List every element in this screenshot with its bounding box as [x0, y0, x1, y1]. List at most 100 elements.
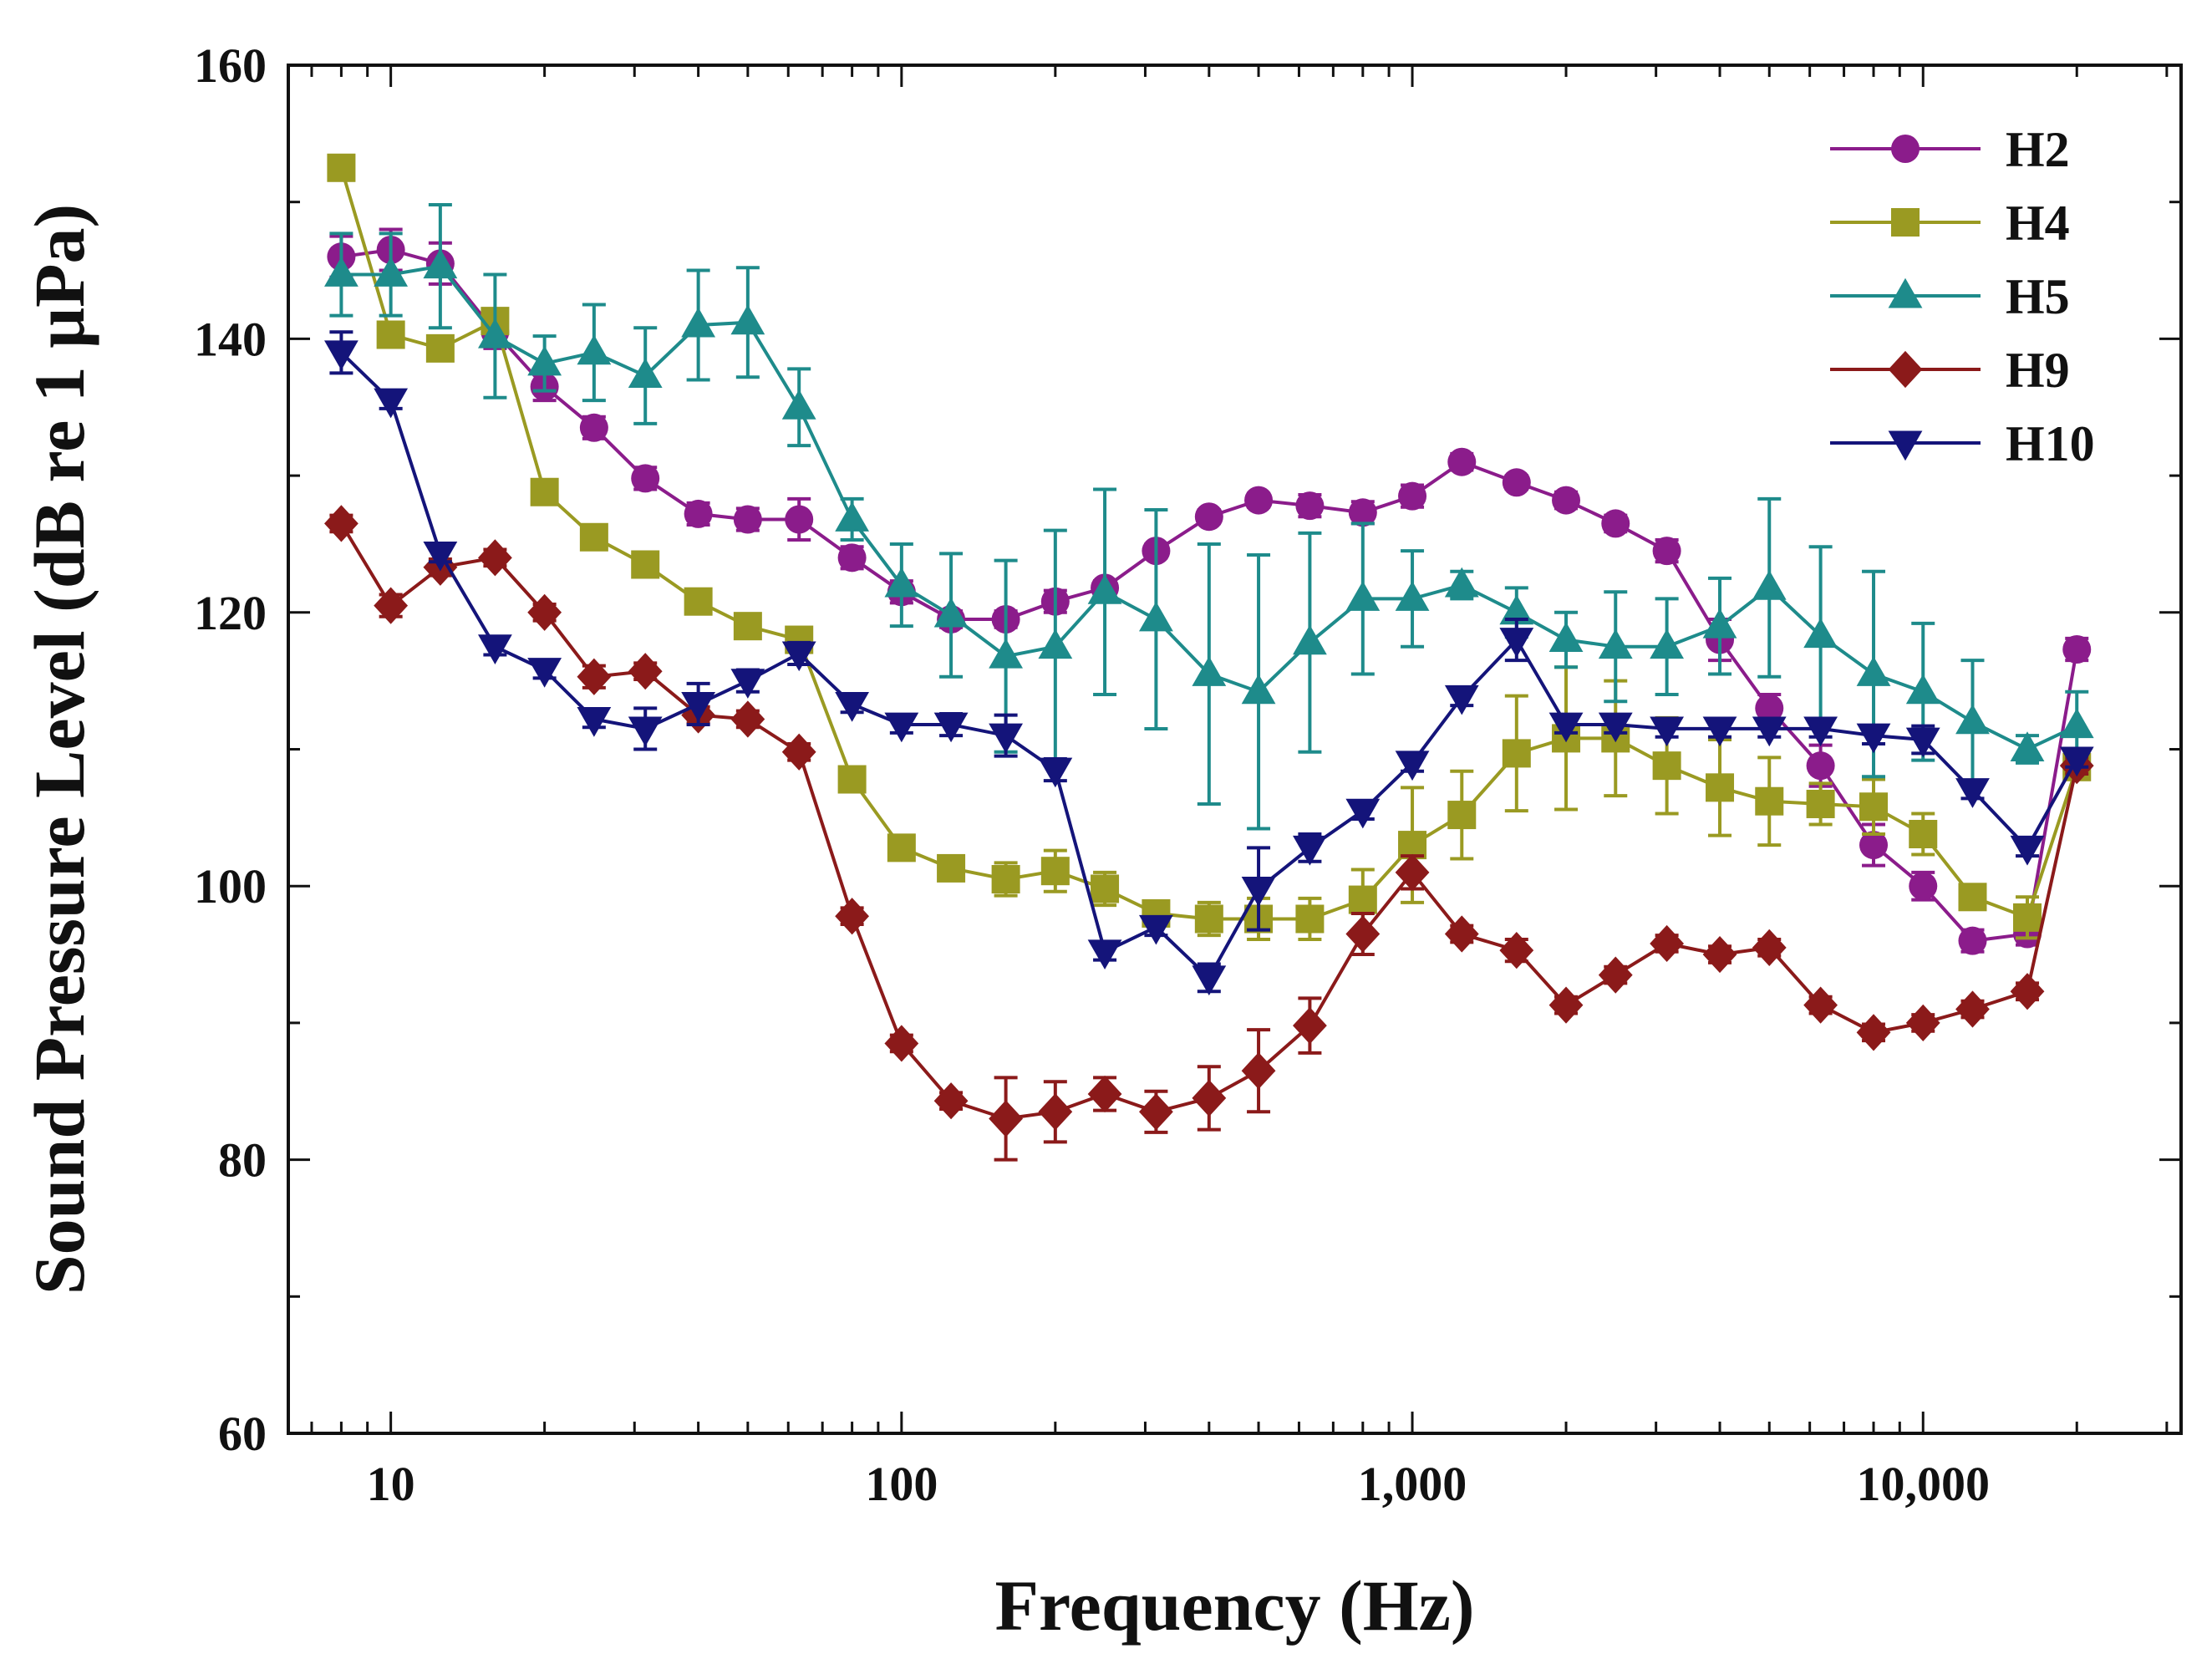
legend-marker-h5	[1888, 277, 1923, 308]
x-tick-label: 10	[367, 1457, 415, 1511]
data-point-h5	[478, 318, 512, 349]
data-point-h5	[374, 257, 409, 287]
data-point-h9	[1548, 986, 1584, 1024]
data-point-h9	[527, 593, 562, 631]
data-point-h4	[1295, 904, 1325, 934]
legend-marker-h2	[1891, 135, 1920, 163]
data-point-h9	[1856, 1014, 1891, 1051]
data-point-h4	[376, 320, 405, 349]
data-point-h4	[1040, 857, 1070, 886]
data-point-h10	[1345, 798, 1381, 829]
data-point-h9	[1241, 1052, 1276, 1090]
legend-label-h10: H10	[2006, 416, 2095, 471]
y-tick-label: 120	[194, 586, 267, 640]
data-point-h5	[1293, 624, 1327, 655]
data-point-h5	[1444, 567, 1479, 598]
data-point-h10	[1702, 716, 1737, 747]
plot-frame	[287, 64, 2183, 1435]
data-point-h2	[1502, 468, 1531, 497]
data-point-h2	[1909, 872, 1938, 901]
data-point-h4	[937, 853, 966, 883]
data-point-h5	[1598, 628, 1633, 659]
data-point-h9	[1345, 915, 1381, 953]
y-tick-label: 140	[194, 312, 267, 366]
data-point-h2	[1859, 831, 1889, 860]
data-point-h9	[989, 1100, 1024, 1137]
data-point-h10	[1905, 727, 1940, 758]
data-point-h10	[324, 340, 358, 371]
data-point-h4	[1909, 819, 1938, 848]
data-point-h2	[1348, 498, 1377, 527]
data-point-h10	[781, 641, 816, 672]
y-tick-labels: 60 80 100 120 140 160	[194, 38, 267, 1461]
legend-item-h2: H2	[1830, 122, 2070, 177]
y-tick-label: 160	[194, 38, 267, 93]
data-point-h5	[1752, 570, 1787, 600]
data-point-h5	[1192, 656, 1227, 686]
legend-label-h5: H5	[2006, 269, 2070, 324]
x-tick-labels: 10 100 1,000 10,000	[367, 1457, 1990, 1511]
legend-label-h4: H4	[2006, 196, 2070, 251]
data-point-h5	[2010, 731, 2045, 761]
data-point-h9	[478, 539, 512, 577]
data-point-h5	[1548, 622, 1584, 652]
data-point-h9	[1293, 1007, 1327, 1045]
data-point-h5	[1345, 581, 1381, 611]
data-point-h5	[781, 389, 816, 420]
data-point-h9	[374, 587, 409, 624]
legend-label-h2: H2	[2006, 122, 2070, 177]
x-axis-title: Frequency (Hz)	[995, 1565, 1475, 1646]
x-tick-label: 100	[865, 1457, 938, 1511]
legend-marker-h9	[1888, 350, 1923, 389]
data-point-h10	[1038, 757, 1073, 788]
data-point-h9	[1395, 853, 1430, 891]
data-point-h5	[933, 597, 969, 628]
series-h5	[324, 202, 2094, 831]
data-point-h10	[1856, 723, 1891, 754]
data-point-h9	[730, 700, 765, 738]
data-point-h9	[1955, 990, 1990, 1028]
data-point-h2	[631, 464, 660, 493]
data-point-h2	[1244, 486, 1274, 515]
data-point-h5	[2059, 708, 2094, 739]
data-point-h10	[1548, 712, 1584, 743]
data-point-h4	[1806, 789, 1835, 818]
legend-item-h9: H9	[1830, 343, 2070, 398]
data-point-h10	[1395, 751, 1430, 781]
data-point-h4	[1706, 773, 1735, 802]
data-point-h5	[884, 567, 919, 598]
data-point-h5	[1905, 674, 1940, 705]
data-point-h9	[835, 898, 870, 935]
data-point-h5	[1702, 608, 1737, 639]
data-point-h10	[1087, 939, 1122, 970]
data-point-h5	[1087, 573, 1122, 604]
data-point-h9	[1752, 929, 1787, 966]
data-point-h2	[1398, 481, 1427, 511]
data-point-h2	[1194, 502, 1223, 532]
data-point-h5	[1955, 704, 1990, 735]
data-point-h10	[1192, 965, 1227, 996]
data-point-h5	[1856, 656, 1891, 686]
data-point-h10	[1955, 778, 1990, 808]
data-point-h10	[577, 707, 612, 737]
legend-item-h4: H4	[1830, 196, 2070, 251]
legend-item-h10: H10	[1830, 416, 2095, 471]
x-tick-label: 1,000	[1358, 1457, 1467, 1511]
data-point-h4	[1091, 874, 1120, 903]
data-point-h9	[1087, 1075, 1122, 1113]
data-point-h10	[835, 692, 870, 722]
data-point-h2	[1295, 491, 1325, 521]
data-point-h4	[1502, 739, 1531, 768]
data-point-h5	[1241, 674, 1276, 705]
legend: H2 H4 H5 H9 H10	[1830, 122, 2095, 471]
data-point-h9	[884, 1025, 919, 1062]
data-point-h9	[781, 733, 816, 771]
data-point-h10	[989, 723, 1024, 754]
axis-ticks	[288, 64, 2181, 1435]
data-point-h10	[1752, 716, 1787, 747]
data-point-h10	[2010, 835, 2045, 866]
data-point-h2	[1652, 537, 1681, 566]
data-point-h5	[1395, 581, 1430, 611]
data-point-h10	[1241, 877, 1276, 907]
